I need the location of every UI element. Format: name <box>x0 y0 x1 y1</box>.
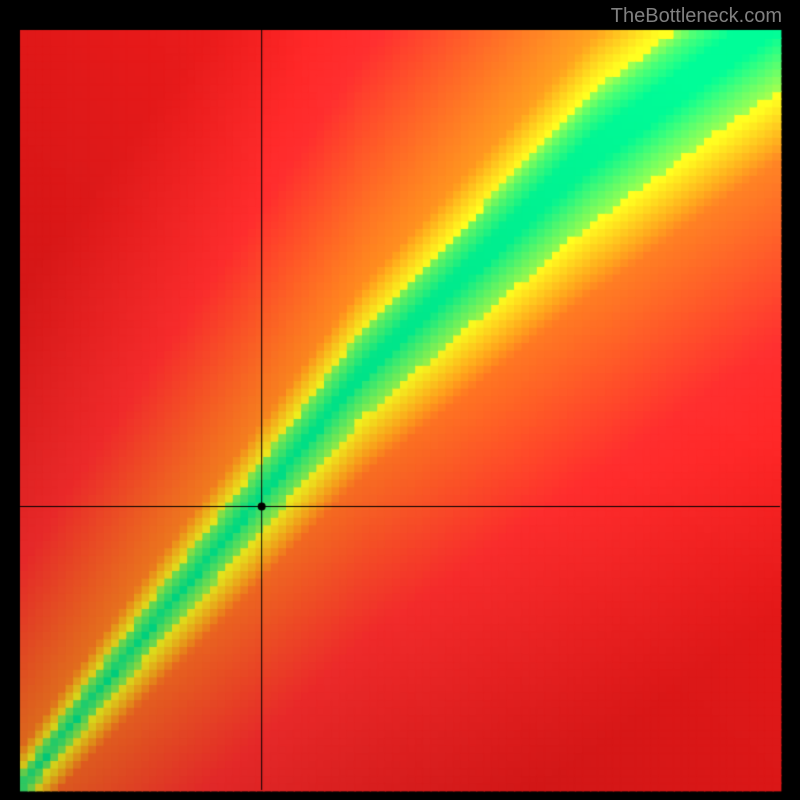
bottleneck-heatmap <box>0 0 800 800</box>
watermark-text: TheBottleneck.com <box>611 5 782 28</box>
